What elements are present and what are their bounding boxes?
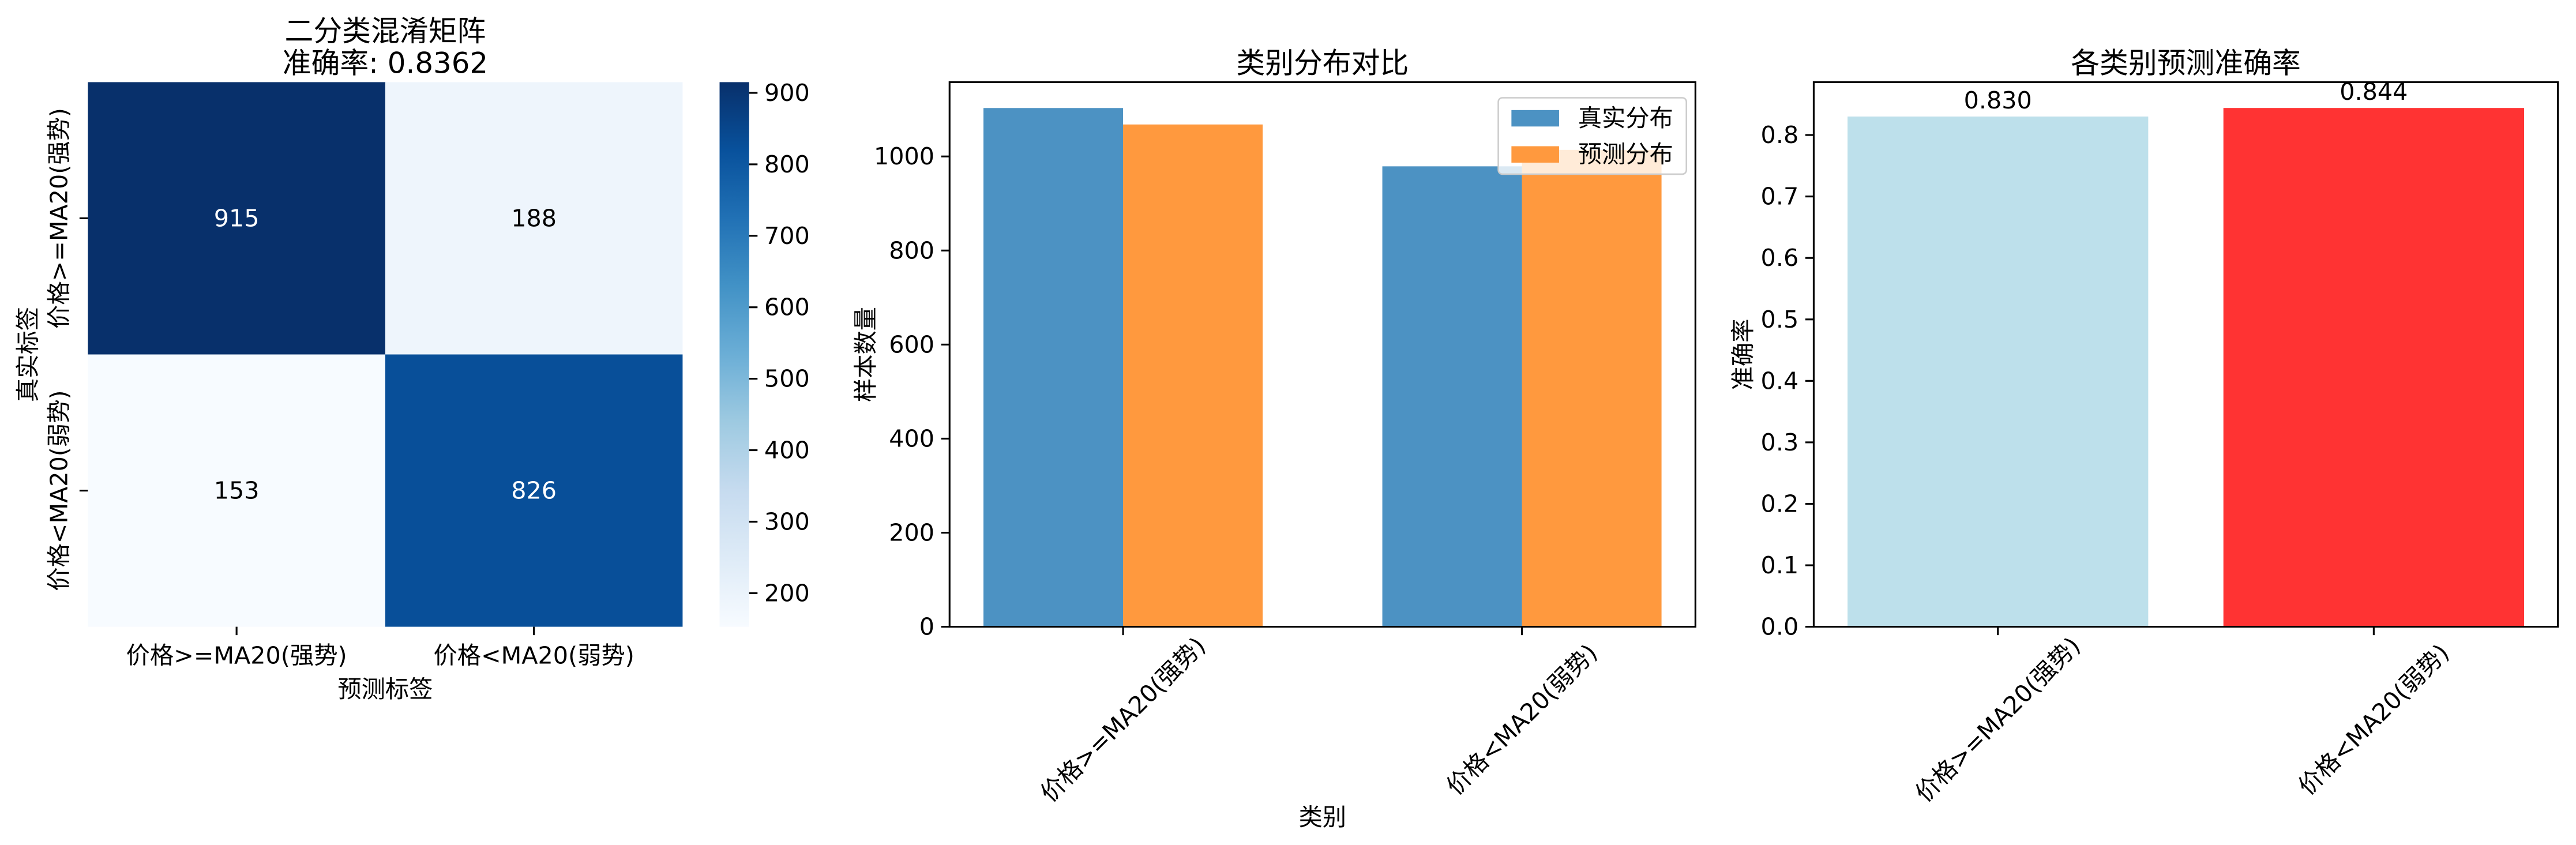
colorbar-tick-label: 900 [764,79,810,107]
distribution-bar-series-2-category-1 [1123,124,1263,627]
distribution-y-axis-label: 样本数量 [852,307,880,402]
accuracy-y-tick-label: 0.2 [1761,490,1799,517]
legend-swatch-predicted-distribution [1511,146,1559,163]
distribution-y-tick-label: 800 [889,236,934,264]
distribution-y-tick-label: 600 [889,331,934,358]
heatmap-cell-value: 826 [511,477,557,505]
accuracy-plot-frame [1812,81,2559,628]
heatmap-y-tick-label: 价格<MA20(弱势) [46,390,73,591]
distribution-y-tick-label: 200 [889,519,934,547]
heatmap-title-line-1: 二分类混淆矩阵 [285,14,486,48]
colorbar-tick-label: 700 [764,222,810,250]
distribution-bar-series-1-category-2 [1382,166,1522,627]
heatmap-ticks: 价格>=MA20(强势) 价格<MA20(弱势) 价格>=MA20(强势) 价格<MA… [46,108,634,669]
accuracy-y-tick-label: 0.6 [1761,244,1799,272]
legend-label-predicted-distribution: 预测分布 [1578,141,1673,168]
heatmap-cell-r1-c2 [385,82,683,355]
distribution-bars [983,108,1662,627]
accuracy-y-tick-label: 0.1 [1761,551,1799,579]
distribution-y-tick-label: 0 [919,613,934,641]
colorbar [719,82,749,627]
heatmap-x-tick-label: 价格<MA20(弱势) [434,641,634,669]
heatmap-y-tick-label: 价格>=MA20(强势) [46,108,73,329]
heatmap-x-tick-label: 价格>=MA20(强势) [126,641,347,669]
distribution-y-tick-label: 400 [889,425,934,452]
accuracy-y-axis-label: 准确率 [1729,319,1757,390]
colorbar-tick-label: 200 [764,579,810,607]
distribution-bar-series-1-category-1 [983,108,1124,627]
colorbar-tick-label: 400 [764,437,810,464]
heatmap-y-axis-label: 真实标签 [14,307,42,402]
accuracy-y-tick-label: 0.3 [1761,429,1799,456]
legend-swatch-true-distribution [1511,110,1559,127]
heatmap-title-line-2: 准确率: 0.8362 [283,47,488,80]
distribution-y-tick-label: 1000 [874,142,934,170]
accuracy-y-tick-label: 0.4 [1761,367,1799,395]
heatmap-cell-r2-c2 [385,354,683,627]
accuracy-panel: 各类别预测准确率 0.830 0.844 0.0 0.1 0.2 0.3 0.4 0.5 0.… [1729,47,2559,808]
accuracy-y-tick-label: 0.7 [1761,183,1799,211]
heatmap-cell-value: 915 [214,204,260,232]
accuracy-chart-title: 各类别预测准确率 [2071,47,2301,80]
heatmap-cell-r2-c1 [88,354,386,627]
colorbar-tick-label: 600 [764,294,810,321]
colorbar-ticks: 200 300 400 500 600 700 800 900 [749,79,810,607]
accuracy-bars: 0.830 0.844 [1847,78,2525,627]
distribution-x-axis-label: 类别 [1299,803,1347,831]
colorbar-tick-label: 300 [764,508,810,535]
accuracy-bar-value-label: 0.830 [1964,87,2032,114]
accuracy-bar-category-1 [1847,117,2149,627]
confusion-matrix-panel: 二分类混淆矩阵 准确率: 0.8362 915 188 153 826 价格>=MA2… [14,14,809,703]
heatmap-cell-value: 153 [214,477,260,505]
colorbar-tick-label: 800 [764,151,810,178]
accuracy-y-tick-label: 0.8 [1761,121,1799,149]
distribution-bar-series-2-category-2 [1522,149,1662,627]
heatmap-x-axis-label: 预测标签 [337,675,433,703]
legend-label-true-distribution: 真实分布 [1578,104,1673,132]
heatmap-cell-r1-c1 [88,82,386,355]
accuracy-bar-category-2 [2223,108,2525,627]
distribution-chart-title: 类别分布对比 [1236,47,1409,80]
heatmap-cell-value: 188 [511,204,557,232]
accuracy-y-tick-label: 0.5 [1761,306,1799,333]
accuracy-y-tick-label: 0.0 [1761,613,1799,641]
colorbar-tick-label: 500 [764,365,810,393]
distribution-legend: 真实分布 预测分布 [1497,97,1687,175]
heatmap-cells: 915 188 153 826 [88,82,683,627]
distribution-plot-frame [948,81,1696,628]
